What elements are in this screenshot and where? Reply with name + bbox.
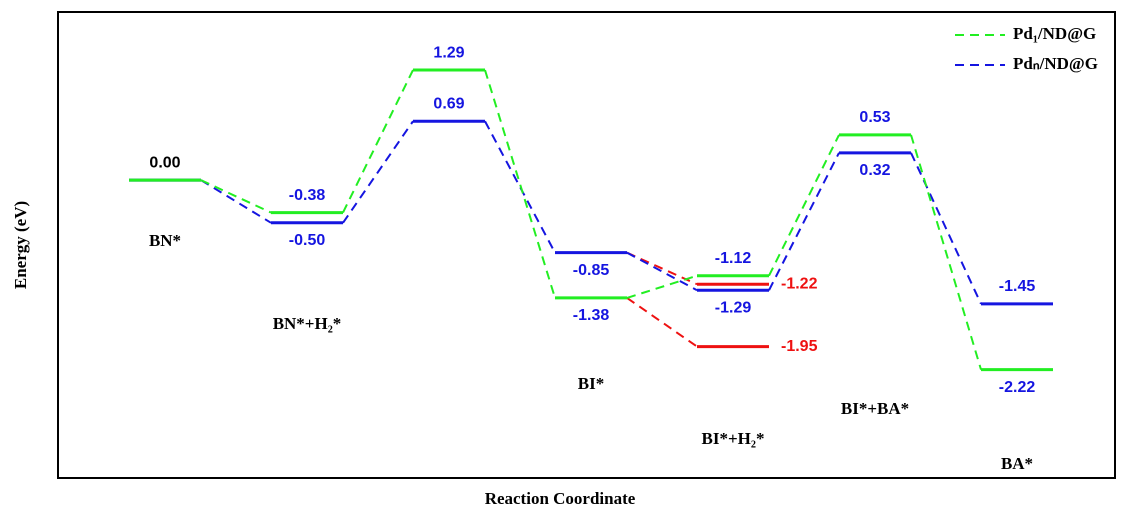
- connector: [627, 298, 697, 347]
- category-label: BI*: [578, 374, 604, 393]
- value-label: -1.95: [781, 338, 818, 355]
- value-label: 0.69: [433, 95, 464, 112]
- connector: [343, 70, 413, 213]
- value-label: -1.22: [781, 275, 818, 292]
- value-label: -1.29: [715, 299, 752, 316]
- plot-frame: [58, 12, 1115, 478]
- category-label: BI*+BA*: [841, 399, 909, 418]
- legend-label: Pd₁/ND@G: [1013, 24, 1096, 43]
- x-axis-label: Reaction Coordinate: [485, 489, 636, 508]
- connector: [911, 135, 981, 370]
- connector: [485, 70, 555, 298]
- value-label: -1.38: [573, 307, 610, 324]
- category-label: BI*+H₂*: [702, 429, 765, 448]
- category-label: BN*+H₂*: [273, 314, 342, 333]
- value-label: 0.32: [859, 162, 890, 179]
- connector: [769, 153, 839, 290]
- connector: [769, 135, 839, 276]
- value-label: -0.38: [289, 187, 326, 204]
- connector: [201, 180, 271, 223]
- value-label: -1.45: [999, 278, 1036, 295]
- category-label: BA*: [1001, 454, 1033, 473]
- value-label: 1.29: [433, 44, 464, 61]
- y-axis-label: Energy (eV): [11, 201, 30, 289]
- chart: Energy (eV) Reaction Coordinate BN* BN*+H…: [0, 0, 1121, 512]
- value-label: 0.53: [859, 109, 890, 126]
- connector: [911, 153, 981, 304]
- value-label: -1.12: [715, 250, 752, 267]
- value-label: -0.50: [289, 232, 326, 249]
- connector: [201, 180, 271, 212]
- legend-label: Pdₙ/ND@G: [1013, 54, 1098, 73]
- value-label: 0.00: [149, 154, 180, 171]
- connector: [627, 253, 697, 291]
- connector: [343, 121, 413, 223]
- value-label: -2.22: [999, 379, 1036, 396]
- value-label: -0.85: [573, 262, 610, 279]
- connector: [627, 276, 697, 298]
- category-label: BN*: [149, 231, 181, 250]
